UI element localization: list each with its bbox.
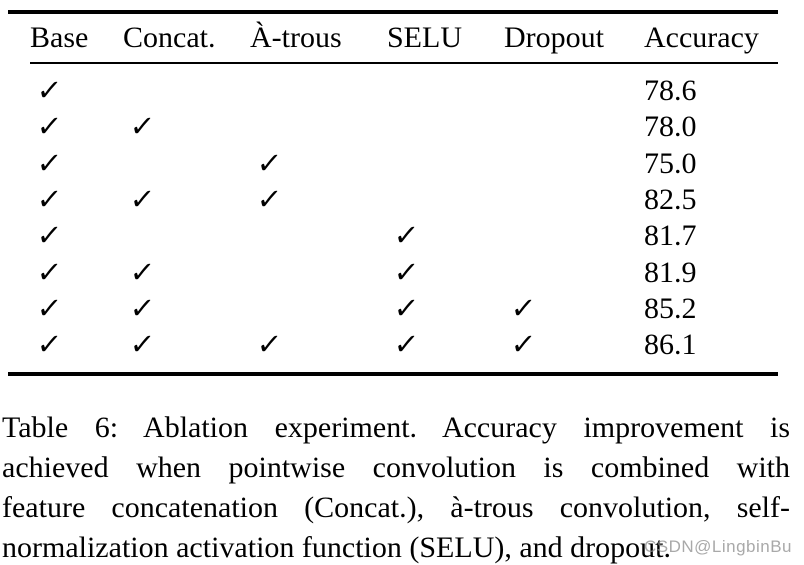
checkmark-icon: ✓ [392,256,421,289]
column-header: SELU [387,21,462,54]
check-cell: ✓ [123,292,250,325]
check-cell: ✓ [504,329,644,362]
checkmark-icon: ✓ [392,292,421,325]
checkmark-icon: ✓ [255,147,284,180]
check-cell: ✓ [123,329,250,362]
checkmark-icon: ✓ [392,220,421,253]
checkmark-icon: ✓ [128,256,157,289]
check-cell: ✓ [30,256,123,289]
column-header: Dropout [504,21,604,54]
accuracy-value: 75.0 [644,146,697,180]
checkmark-icon: ✓ [255,329,284,362]
table-row: ✓ ✓ 75.0 [30,146,778,182]
table-row: ✓ ✓ 81.7 [30,218,778,254]
check-cell: ✓ [123,111,250,144]
ablation-table: Base Concat. À-trous SELU Dropout Accuracy ✓ 7… [8,10,778,377]
check-cell: ✓ [30,75,123,108]
accuracy-value: 78.0 [644,110,697,144]
check-cell: ✓ [387,220,504,253]
table-body: ✓ 78.6 ✓ ✓ 78.0 ✓ ✓ 75.0 ✓ ✓ ✓ 82.5 ✓ ✓ 81.7 ✓ ✓ ✓ 81.9 ✓ ✓ ✓… [30,64,778,372]
table-header-row: Base Concat. À-trous SELU Dropout Accuracy [30,14,778,64]
caption-line: normalization activation function (SELU)… [2,531,671,564]
check-cell: ✓ [250,147,387,180]
accuracy-value: 82.5 [644,183,697,217]
accuracy-value: 81.9 [644,255,697,289]
check-cell: ✓ [504,292,644,325]
column-header: À-trous [250,21,342,54]
check-cell: ✓ [30,329,123,362]
check-cell: ✓ [387,292,504,325]
checkmark-icon: ✓ [509,292,538,325]
checkmark-icon: ✓ [35,220,64,253]
check-cell: ✓ [30,147,123,180]
table-row: ✓ ✓ ✓ 82.5 [30,182,778,218]
checkmark-icon: ✓ [35,75,64,108]
check-cell: ✓ [30,292,123,325]
checkmark-icon: ✓ [128,184,157,217]
accuracy-value: 78.6 [644,74,697,108]
checkmark-icon: ✓ [255,184,284,217]
checkmark-icon: ✓ [35,256,64,289]
checkmark-icon: ✓ [128,329,157,362]
caption-line: feature concatenation (Concat.), à-trous… [2,491,790,524]
column-header: Base [30,21,89,54]
check-cell: ✓ [30,220,123,253]
checkmark-icon: ✓ [128,292,157,325]
caption-line: achieved when pointwise convolution is c… [2,451,790,484]
column-header: Concat. [123,21,216,54]
checkmark-icon: ✓ [35,329,64,362]
check-cell: ✓ [30,111,123,144]
accuracy-value: 81.7 [644,219,697,253]
column-header: Accuracy [644,21,759,54]
check-cell: ✓ [387,256,504,289]
check-cell: ✓ [123,184,250,217]
checkmark-icon: ✓ [35,111,64,144]
check-cell: ✓ [30,184,123,217]
table-row: ✓ ✓ ✓ ✓ ✓ 86.1 [30,327,778,363]
table-row: ✓ ✓ 78.0 [30,109,778,145]
accuracy-value: 85.2 [644,291,697,325]
checkmark-icon: ✓ [392,329,421,362]
check-cell: ✓ [387,329,504,362]
checkmark-icon: ✓ [35,147,64,180]
table-row: ✓ ✓ ✓ 81.9 [30,254,778,290]
check-cell: ✓ [123,256,250,289]
table-row: ✓ 78.6 [30,73,778,109]
checkmark-icon: ✓ [35,184,64,217]
table-caption: Table 6: Ablation experiment. Accuracy i… [2,408,790,565]
accuracy-value: 86.1 [644,328,697,362]
checkmark-icon: ✓ [128,111,157,144]
checkmark-icon: ✓ [35,292,64,325]
check-cell: ✓ [250,184,387,217]
checkmark-icon: ✓ [509,329,538,362]
table-row: ✓ ✓ ✓ ✓ 85.2 [30,291,778,327]
check-cell: ✓ [250,329,387,362]
caption-line: Table 6: Ablation experiment. Accuracy i… [2,411,790,444]
